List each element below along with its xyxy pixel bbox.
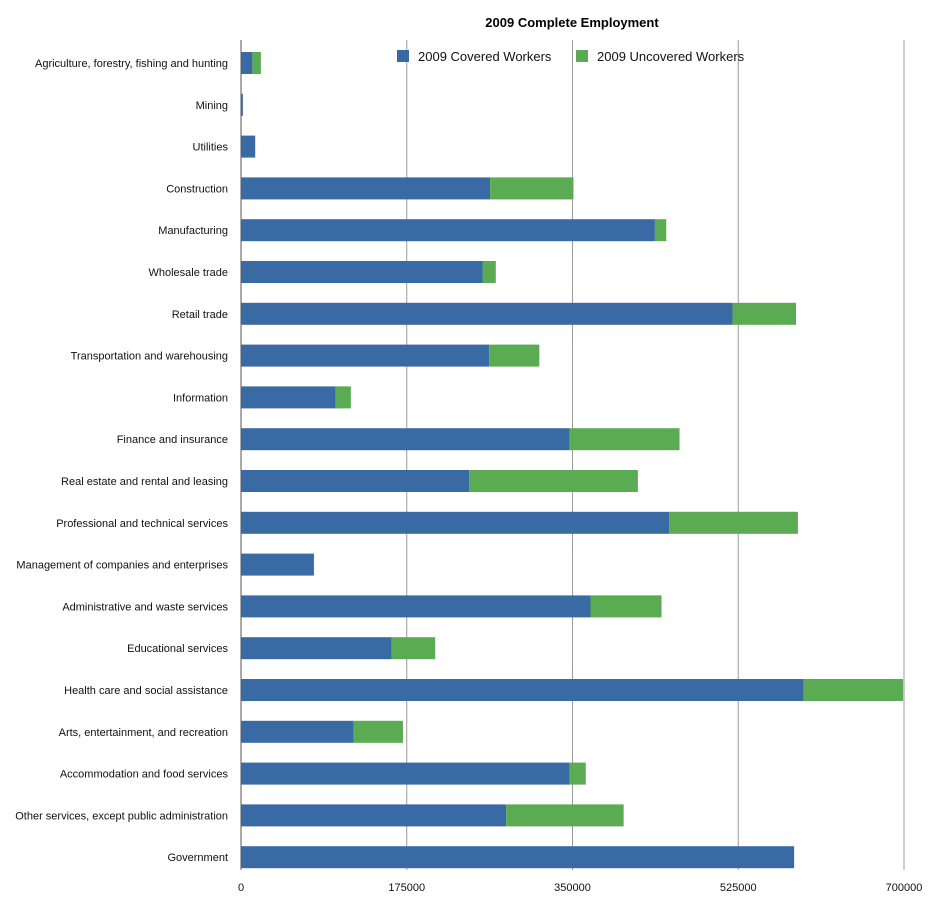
bar-covered [241, 720, 354, 743]
category-label: Real estate and rental and leasing [61, 476, 228, 488]
bar-covered [241, 177, 491, 200]
category-label: Agriculture, forestry, fishing and hunti… [35, 58, 228, 70]
bar-covered [241, 93, 243, 116]
category-label: Wholesale trade [149, 267, 229, 279]
category-label: Utilities [193, 142, 229, 154]
bar-covered [241, 470, 470, 492]
bar-covered [241, 679, 804, 701]
category-labels: Agriculture, forestry, fishing and hunti… [15, 58, 228, 864]
bar-uncovered [469, 470, 638, 492]
bar-uncovered [669, 511, 798, 534]
bar-uncovered [335, 386, 351, 409]
bar-covered [241, 553, 314, 576]
bar-uncovered [654, 219, 667, 242]
x-axis-tick-labels: 0 175000 350000 525000 700000 [238, 882, 922, 894]
category-label: Mining [196, 100, 228, 112]
category-label: Information [173, 392, 228, 404]
bar-covered [241, 52, 253, 74]
bar-covered [241, 637, 392, 660]
bar-uncovered [803, 679, 904, 701]
legend-label: 2009 Covered Workers [418, 49, 552, 64]
category-label: Health care and social assistance [64, 685, 228, 697]
bar-covered [241, 846, 795, 869]
bar-uncovered [353, 720, 403, 743]
category-label: Construction [166, 183, 228, 195]
bar-covered [241, 261, 483, 283]
category-label: Other services, except public administra… [15, 810, 228, 822]
grid-lines [240, 40, 905, 870]
category-label: Government [167, 852, 228, 864]
bar-covered [241, 804, 507, 827]
category-label: Management of companies and enterprises [16, 560, 228, 572]
bar-covered [241, 428, 570, 451]
category-label: Educational services [127, 643, 228, 655]
bar-covered [241, 344, 490, 367]
bar-covered [241, 219, 655, 242]
bar-uncovered [569, 428, 680, 451]
bar-uncovered [482, 261, 496, 283]
bar-uncovered [391, 637, 436, 660]
category-label: Accommodation and food services [60, 769, 229, 781]
category-label: Arts, entertainment, and recreation [59, 727, 228, 739]
bar-uncovered [732, 302, 797, 325]
x-tick-label: 700000 [886, 882, 923, 894]
legend: 2009 Covered Workers 2009 Uncovered Worke… [397, 49, 745, 64]
category-label: Professional and technical services [56, 518, 228, 530]
legend-swatch [397, 50, 409, 62]
bar-uncovered [490, 177, 574, 200]
bar-covered [241, 595, 591, 618]
bar-covered [241, 302, 733, 325]
category-label: Retail trade [172, 309, 228, 321]
bar-uncovered [506, 804, 624, 827]
chart-title: 2009 Complete Employment [485, 15, 659, 30]
legend-label: 2009 Uncovered Workers [597, 49, 745, 64]
x-tick-label: 350000 [554, 882, 591, 894]
bar-uncovered [569, 762, 586, 785]
bar-covered [241, 511, 670, 534]
bar-uncovered [252, 52, 261, 74]
category-label: Administrative and waste services [62, 601, 228, 613]
category-label: Transportation and warehousing [71, 351, 228, 363]
bar-covered [241, 135, 256, 158]
x-tick-label: 175000 [388, 882, 425, 894]
category-label: Finance and insurance [117, 434, 228, 446]
bars [241, 52, 904, 869]
legend-swatch [576, 50, 588, 62]
bar-uncovered [590, 595, 662, 618]
bar-covered [241, 386, 336, 409]
bar-uncovered [489, 344, 540, 367]
x-tick-label: 0 [238, 882, 244, 894]
category-label: Manufacturing [158, 225, 228, 237]
x-tick-label: 525000 [720, 882, 757, 894]
bar-covered [241, 762, 570, 785]
